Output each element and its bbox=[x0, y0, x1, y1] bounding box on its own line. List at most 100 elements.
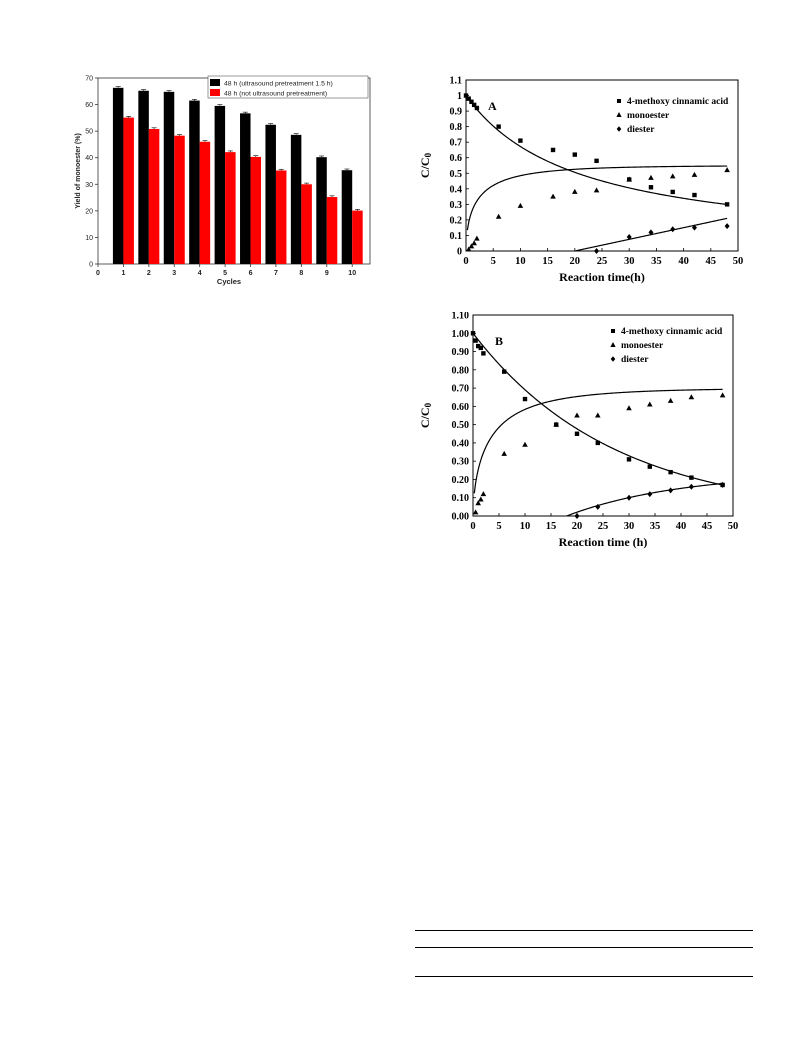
y-tick-label: 0.5 bbox=[450, 169, 463, 180]
marker-monoester bbox=[517, 202, 524, 208]
x-tick-label: 45 bbox=[702, 521, 713, 532]
y-tick-label: 0.80 bbox=[452, 365, 470, 376]
x-tick-label: 20 bbox=[572, 521, 583, 532]
bar-no-ultrasound bbox=[301, 184, 312, 264]
marker-acid bbox=[692, 192, 697, 198]
marker-acid bbox=[469, 99, 474, 104]
legend-label: 4-methoxy cinnamic acid bbox=[627, 97, 729, 107]
marker-diester bbox=[720, 481, 726, 488]
legend-marker bbox=[611, 329, 615, 333]
x-tick-label: 35 bbox=[650, 521, 661, 532]
legend-swatch bbox=[210, 89, 220, 96]
bar-ultrasound bbox=[163, 91, 175, 264]
x-tick-label: 40 bbox=[678, 256, 689, 267]
marker-monoester bbox=[475, 500, 481, 506]
marker-acid bbox=[474, 105, 480, 111]
marker-acid bbox=[478, 345, 483, 351]
x-tick-label: 5 bbox=[223, 270, 227, 277]
marker-diester bbox=[688, 483, 694, 490]
bar-no-ultrasound bbox=[148, 129, 160, 264]
marker-acid bbox=[466, 96, 471, 101]
bar-ultrasound bbox=[316, 157, 327, 264]
x-tick-label: 6 bbox=[249, 270, 253, 277]
x-tick-label: 30 bbox=[624, 256, 635, 267]
marker-diester bbox=[668, 487, 674, 494]
marker-monoester bbox=[574, 412, 580, 418]
bar-no-ultrasound bbox=[326, 197, 338, 264]
legend-marker bbox=[616, 112, 622, 117]
x-tick-label: 10 bbox=[348, 270, 356, 277]
table-bottom-rule bbox=[415, 976, 753, 977]
bar-no-ultrasound bbox=[199, 141, 211, 264]
x-tick-label: 5 bbox=[496, 521, 501, 532]
y-tick-label: 0.50 bbox=[452, 420, 470, 431]
legend-label: monoester bbox=[621, 341, 664, 351]
x-tick-label: 0 bbox=[470, 521, 475, 532]
y-tick-label: 0.60 bbox=[452, 402, 470, 413]
marker-monoester bbox=[648, 174, 654, 180]
y-tick-label: 0.00 bbox=[452, 512, 470, 523]
y-axis-title: Yield of monoester (%) bbox=[75, 133, 82, 209]
marker-diester bbox=[595, 503, 601, 510]
yield-bar-chart: 0 10 20 30 40 50 60 70 0 1 2 3 4 5 6 7 8 9 10 Cycles Yield o… bbox=[70, 70, 380, 295]
kinetics-chart-b: 0.00 0.10 0.20 0.30 0.40 0.50 0.60 0.70 0.80 0.90… bbox=[415, 311, 755, 562]
marker-acid bbox=[481, 351, 486, 356]
y-tick-label: 40 bbox=[85, 155, 93, 162]
marker-acid bbox=[648, 185, 654, 190]
marker-acid bbox=[522, 396, 528, 402]
marker-diester bbox=[648, 229, 654, 236]
bar-ultrasound bbox=[240, 113, 251, 264]
bar-ultrasound bbox=[290, 134, 302, 264]
x-axis-title: Cycles bbox=[217, 277, 241, 286]
marker-monoester bbox=[647, 401, 653, 407]
y-tick-label: 0.20 bbox=[452, 475, 470, 486]
bar-ultrasound bbox=[265, 124, 276, 264]
bar-no-ultrasound bbox=[123, 117, 134, 264]
y-tick-label: 0.2 bbox=[450, 215, 463, 226]
bar-no-ultrasound bbox=[225, 152, 236, 264]
y-tick-label: 0.8 bbox=[450, 122, 463, 133]
marker-monoester bbox=[593, 187, 600, 193]
legend-marker bbox=[610, 342, 616, 347]
marker-acid bbox=[647, 464, 652, 469]
y-tick-label: 50 bbox=[85, 129, 93, 136]
legend-marker bbox=[616, 126, 622, 132]
y-tick-label: 60 bbox=[85, 102, 93, 109]
fit-curve-acid bbox=[472, 332, 723, 486]
fit-curve-acid bbox=[465, 95, 728, 206]
x-tick-label: 3 bbox=[172, 270, 176, 277]
marker-monoester bbox=[688, 394, 695, 400]
y-tick-label: 0.9 bbox=[450, 107, 463, 118]
legend-label: diester bbox=[621, 355, 649, 365]
y-tick-label: 10 bbox=[85, 235, 93, 242]
marker-acid bbox=[626, 457, 632, 462]
kinetics-chart-b-svg: 0.00 0.10 0.20 0.30 0.40 0.50 0.60 0.70 0.80 0.90… bbox=[418, 311, 739, 550]
marker-diester bbox=[626, 494, 632, 501]
y-tick-label: 0.7 bbox=[450, 138, 463, 149]
marker-monoester bbox=[550, 193, 556, 199]
y-tick-label: 1.10 bbox=[452, 312, 470, 322]
x-tick-label: 45 bbox=[706, 256, 717, 267]
x-tick-label: 50 bbox=[728, 521, 739, 532]
marker-monoester bbox=[724, 167, 730, 173]
x-tick-label: 8 bbox=[299, 270, 303, 277]
marker-monoester bbox=[626, 405, 632, 411]
marker-diester bbox=[724, 223, 730, 230]
y-tick-label: 0.70 bbox=[452, 384, 470, 395]
marker-monoester bbox=[472, 509, 479, 515]
bar-no-ultrasound bbox=[250, 156, 262, 264]
bar-ultrasound bbox=[138, 90, 149, 264]
x-tick-label: 15 bbox=[542, 256, 553, 267]
x-tick-label: 0 bbox=[463, 256, 468, 267]
marker-acid bbox=[476, 343, 481, 349]
marker-acid bbox=[550, 147, 556, 153]
marker-monoester bbox=[595, 412, 601, 418]
y-tick-label: 1 bbox=[457, 91, 462, 102]
legend-label: diester bbox=[627, 125, 655, 135]
table-header-rule bbox=[415, 947, 753, 948]
yield-bar-chart-svg: 0 10 20 30 40 50 60 70 0 1 2 3 4 5 6 7 8 9 10 Cycles Yield o… bbox=[75, 76, 371, 286]
legend-swatch bbox=[210, 79, 220, 86]
marker-monoester bbox=[468, 243, 475, 249]
y-tick-label: 0.6 bbox=[450, 153, 463, 164]
x-tick-label: 1 bbox=[121, 270, 125, 277]
